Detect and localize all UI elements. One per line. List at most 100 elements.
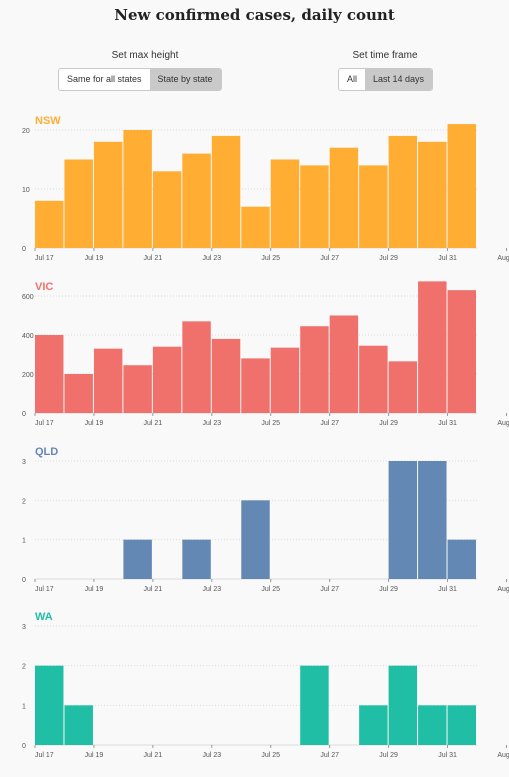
vic-bar (447, 290, 476, 413)
qld-x-tick-label: Jul 31 (438, 586, 457, 593)
nsw-bar (418, 141, 447, 248)
qld-x-tick-label: Jul 29 (379, 586, 398, 593)
max-height-option-state[interactable]: State by state (149, 69, 221, 90)
max-height-label: Set max height (111, 50, 179, 61)
wa-y-tick-label: 2 (22, 664, 26, 671)
vic-bar (211, 338, 241, 413)
vic-bar (300, 326, 329, 413)
max-height-toggle: Same for all states State by state (58, 68, 222, 91)
page-title: New confirmed cases, daily count (114, 6, 395, 24)
vic-x-tick-label: Jul 21 (144, 420, 163, 427)
wa-y-tick-label: 0 (22, 743, 26, 750)
wa-x-tick-label: Jul 27 (320, 752, 339, 759)
nsw-bar (93, 141, 123, 248)
max-height-option-same[interactable]: Same for all states (67, 74, 142, 84)
nsw-bar (270, 159, 300, 248)
wa-y-tick-label: 3 (22, 624, 26, 631)
vic-x-tick-label: Jul 17 (35, 420, 54, 427)
nsw-bar (64, 159, 93, 248)
nsw-bar (447, 124, 476, 248)
nsw-x-tick-label: Jul 31 (438, 255, 457, 262)
qld-y-tick-label: 2 (22, 498, 26, 505)
vic-bar (241, 358, 270, 413)
nsw-y-tick-label: 20 (22, 128, 30, 135)
nsw-bar (211, 135, 241, 248)
wa-bar (35, 665, 64, 745)
time-frame-label: Set time frame (352, 50, 418, 61)
time-frame-toggle: All Last 14 days (338, 68, 434, 91)
vic-bar (388, 361, 418, 413)
wa-x-tick-label: Jul 29 (379, 752, 398, 759)
nsw-bar (329, 147, 359, 248)
vic-bar (182, 321, 211, 413)
vic-x-tick-label: Jul 25 (261, 420, 280, 427)
nsw-bar (182, 153, 211, 248)
qld-x-tick-label: Jul 17 (35, 586, 54, 593)
wa-bar (64, 705, 93, 745)
nsw-x-tick-label: Aug 0 (497, 255, 509, 262)
nsw-x-tick-label: Jul 17 (35, 255, 54, 262)
wa-x-tick-label: Jul 17 (35, 752, 54, 759)
qld-y-tick-label: 0 (22, 577, 26, 584)
wa-bar (418, 705, 447, 745)
vic-bar (123, 365, 152, 413)
wa-x-tick-label: Jul 23 (202, 752, 221, 759)
nsw-x-tick-label: Jul 27 (320, 255, 339, 262)
vic-bar (359, 345, 388, 413)
qld-bar (241, 500, 270, 579)
vic-y-tick-label: 600 (22, 294, 34, 301)
vic-chart-title: VIC (35, 281, 53, 293)
qld-x-tick-label: Jul 25 (261, 586, 280, 593)
qld-bar (447, 539, 476, 579)
vic-bar (93, 348, 123, 413)
qld-y-tick-label: 1 (22, 538, 26, 545)
qld-x-tick-label: Aug 0 (497, 586, 509, 593)
qld-x-tick-label: Jul 19 (85, 586, 104, 593)
wa-x-tick-label: Jul 19 (85, 752, 104, 759)
nsw-y-tick-label: 10 (22, 187, 30, 194)
nsw-bar (388, 135, 418, 248)
time-frame-option-all[interactable]: All (347, 74, 358, 84)
nsw-chart-title: NSW (35, 115, 61, 127)
nsw-x-tick-label: Jul 23 (202, 255, 221, 262)
qld-bar (182, 539, 211, 579)
vic-x-tick-label: Jul 27 (320, 420, 339, 427)
vic-y-tick-label: 0 (22, 411, 26, 418)
qld-bar (418, 461, 447, 579)
vic-bar (35, 335, 64, 413)
nsw-x-tick-label: Jul 19 (85, 255, 104, 262)
nsw-bar (300, 165, 329, 248)
nsw-bar (152, 171, 182, 248)
vic-y-tick-label: 400 (22, 333, 34, 340)
wa-bar (388, 665, 418, 745)
vic-x-tick-label: Jul 29 (379, 420, 398, 427)
vic-x-tick-label: Jul 19 (85, 420, 104, 427)
qld-x-tick-label: Jul 21 (144, 586, 163, 593)
wa-x-tick-label: Jul 21 (144, 752, 163, 759)
vic-bar (64, 374, 93, 413)
wa-bar (300, 665, 329, 745)
qld-x-tick-label: Jul 23 (202, 586, 221, 593)
nsw-x-tick-label: Jul 29 (379, 255, 398, 262)
vic-x-tick-label: Aug 0 (497, 420, 509, 427)
qld-bar (388, 461, 418, 579)
vic-bar (152, 346, 182, 413)
wa-x-tick-label: Aug 0 (497, 752, 509, 759)
wa-chart-title: WA (35, 611, 53, 623)
time-frame-option-14days[interactable]: Last 14 days (365, 69, 433, 90)
qld-bar (123, 539, 152, 579)
vic-x-tick-label: Jul 23 (202, 420, 221, 427)
vic-x-tick-label: Jul 31 (438, 420, 457, 427)
nsw-bar (35, 200, 64, 248)
qld-y-tick-label: 3 (22, 459, 26, 466)
vic-y-tick-label: 200 (22, 372, 34, 379)
nsw-bar (241, 206, 270, 248)
qld-x-tick-label: Jul 27 (320, 586, 339, 593)
wa-x-tick-label: Jul 25 (261, 752, 280, 759)
nsw-x-tick-label: Jul 21 (144, 255, 163, 262)
qld-chart-title: QLD (35, 446, 58, 458)
wa-bar (447, 705, 476, 745)
nsw-x-tick-label: Jul 25 (261, 255, 280, 262)
nsw-bar (123, 130, 152, 248)
